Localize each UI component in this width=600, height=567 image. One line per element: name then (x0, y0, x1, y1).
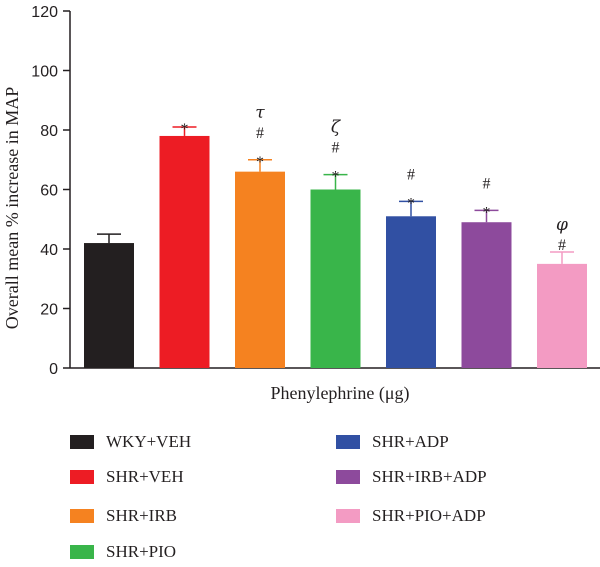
significance-marker: # (256, 125, 264, 142)
significance-marker: # (483, 175, 491, 192)
significance-marker: ζ (331, 118, 342, 138)
y-axis: 0 20 40 60 80 100 120 (31, 4, 71, 378)
bar (386, 216, 436, 368)
y-axis-title: Overall mean % increase in MAP (2, 87, 22, 329)
significance-marker: * (483, 204, 491, 221)
y-tick-label: 20 (40, 302, 58, 319)
bars (84, 135, 587, 368)
error-bars (97, 126, 574, 264)
significance-marker: φ (556, 215, 568, 235)
y-tick-label: 60 (40, 183, 58, 200)
y-tick-label: 100 (31, 64, 58, 81)
bar (84, 243, 134, 368)
significance-marker: τ (255, 103, 265, 123)
bar (235, 171, 285, 368)
significance-marker: * (256, 154, 264, 171)
significance-marker: * (181, 121, 189, 138)
y-tick-label: 0 (49, 361, 58, 378)
x-axis-title: Phenylephrine (μg) (270, 383, 409, 404)
significance-marker: * (407, 195, 415, 212)
significance-marker: # (407, 166, 415, 183)
y-tick-label: 40 (40, 242, 58, 259)
significance-annotations: * * # τ * # ζ * # * # # φ (181, 103, 569, 254)
y-tick-label: 80 (40, 123, 58, 140)
bar (159, 135, 210, 368)
y-tick-label: 120 (31, 4, 58, 21)
bar (537, 263, 587, 368)
bar (310, 189, 361, 368)
significance-marker: * (332, 169, 340, 186)
significance-marker: # (332, 140, 340, 157)
significance-marker: # (558, 237, 566, 254)
bar (461, 222, 512, 368)
